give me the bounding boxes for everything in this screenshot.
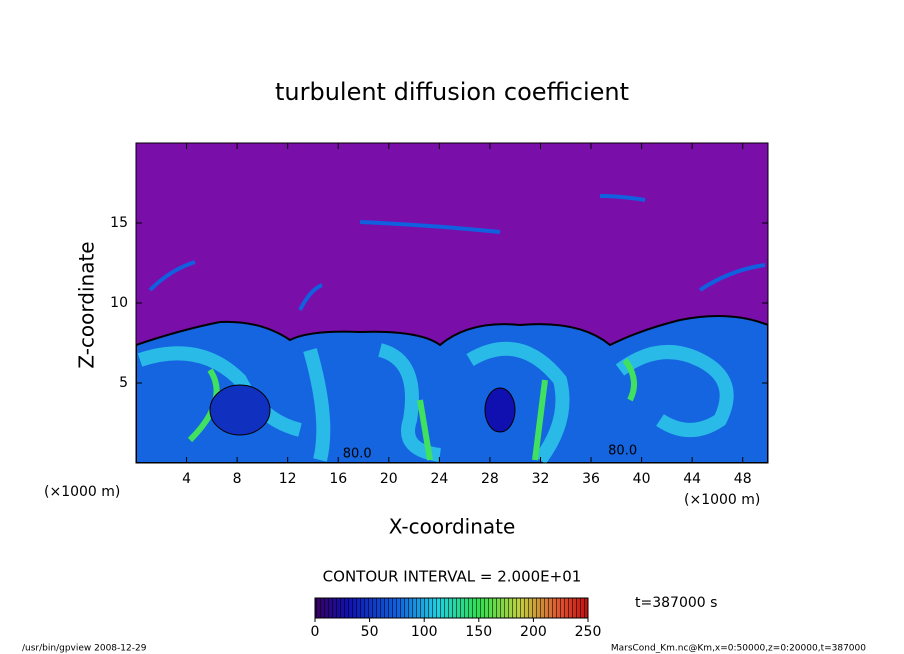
x-tick-label: 12 (279, 471, 297, 487)
x-tick-label: 24 (430, 471, 448, 487)
x-tick-label: 32 (532, 471, 550, 487)
field-patch (148, 194, 766, 311)
x-tick-label: 16 (329, 471, 347, 487)
colorbar-tick-label: 250 (575, 624, 602, 640)
x-tick-label: 40 (633, 471, 651, 487)
colorbar-tick-label: 150 (465, 624, 492, 640)
contour-interval: CONTOUR INTERVAL = 2.000E+01 (323, 568, 582, 586)
y-tick-label: 5 (119, 375, 128, 391)
contour-label: 80.0 (608, 444, 637, 459)
x-tick-label: 48 (734, 471, 752, 487)
x-tick-label: 20 (380, 471, 398, 487)
field (136, 143, 768, 463)
colorbar-tick-label: 200 (520, 624, 547, 640)
colorbar-tick-label: 0 (311, 624, 320, 640)
x-tick-label: 28 (481, 471, 499, 487)
x-tick-label: 44 (683, 471, 701, 487)
time-label: t=387000 s (635, 595, 717, 611)
field-swirl (137, 341, 734, 463)
y-tick-label: 15 (110, 215, 128, 231)
x-unit: (×1000 m) (684, 492, 760, 508)
contour-label: 80.0 (343, 447, 372, 462)
x-tick-label: 36 (582, 471, 600, 487)
footer-right: MarsCond_Km.nc@Km,x=0:50000,z=0:20000,t=… (611, 644, 866, 654)
y-unit: (×1000 m) (44, 484, 120, 500)
y-axis-label: Z-coordinate (75, 241, 99, 368)
field-core (484, 387, 516, 433)
x-tick-label: 4 (182, 471, 191, 487)
x-tick-label: 8 (233, 471, 242, 487)
chart-title: turbulent diffusion coefficient (275, 78, 629, 106)
field-core (209, 384, 271, 436)
y-tick-label: 10 (110, 295, 128, 311)
colorbar-frame (314, 597, 589, 619)
footer-left: /usr/bin/gpview 2008-12-29 (22, 644, 147, 654)
colorbar-tick-label: 50 (361, 624, 379, 640)
x-axis-label: X-coordinate (389, 515, 516, 539)
colorbar-tick-label: 100 (411, 624, 438, 640)
